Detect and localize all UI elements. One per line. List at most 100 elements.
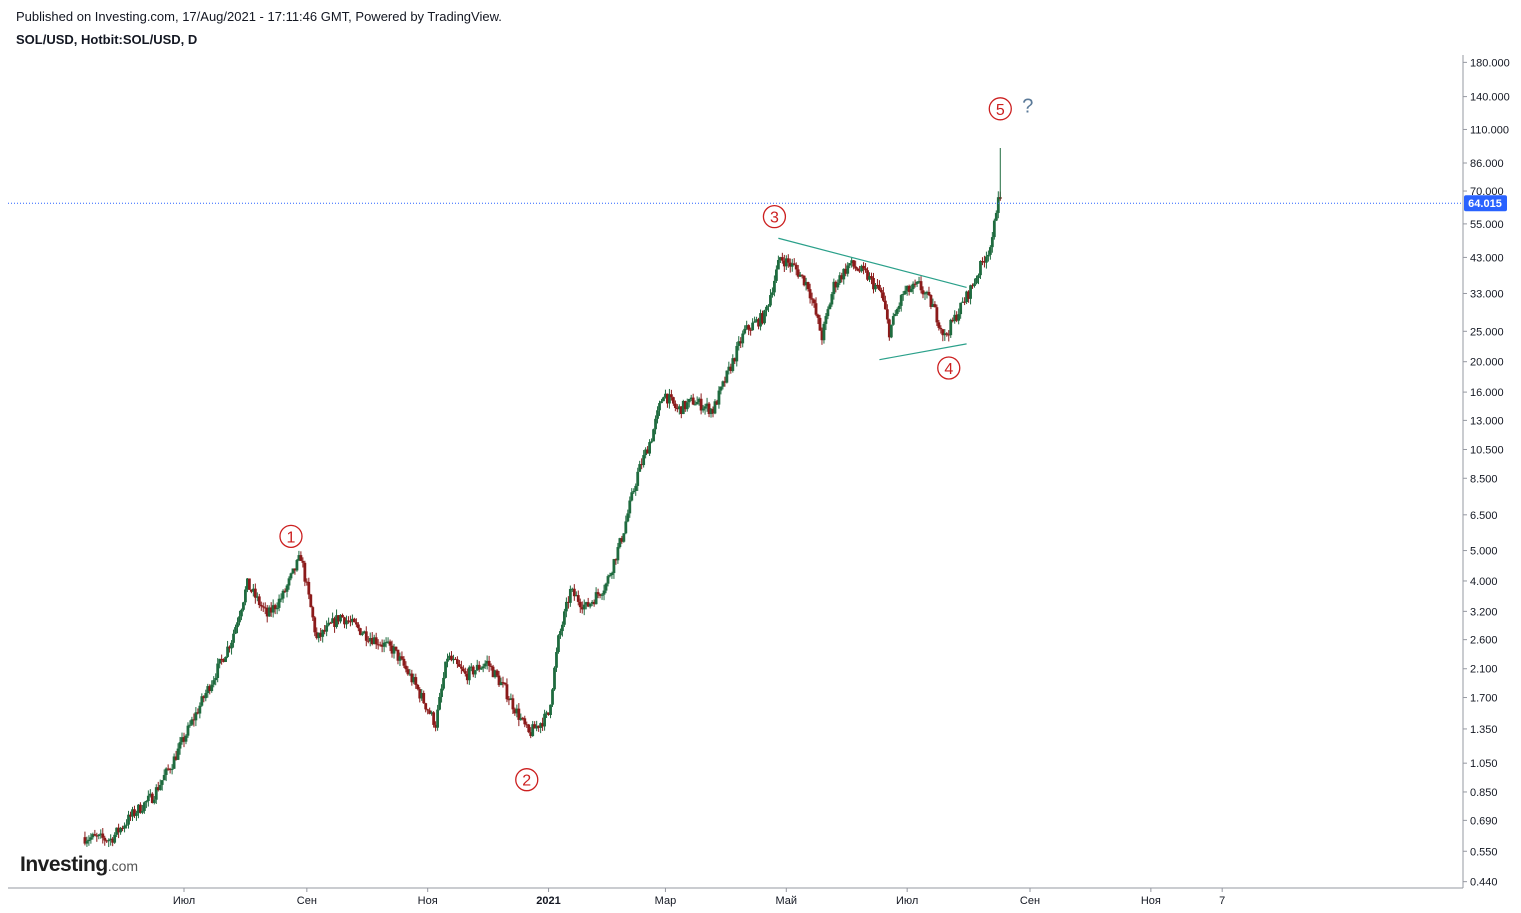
candle-body: [796, 269, 800, 277]
candle-body: [388, 641, 392, 646]
candle-body: [977, 275, 980, 279]
candle-body: [156, 787, 160, 790]
candle-body: [267, 607, 271, 617]
candle-body: [691, 397, 695, 405]
candle-body: [242, 602, 245, 610]
candle-body: [89, 837, 93, 840]
candle-body: [370, 637, 374, 645]
candle-body: [630, 492, 634, 501]
candle-body: [335, 615, 338, 627]
candle-body: [618, 538, 622, 548]
candle-body: [525, 724, 529, 726]
candle-body: [368, 637, 372, 642]
candle-body: [358, 628, 362, 635]
candle-body: [208, 686, 212, 692]
candle-body: [444, 661, 447, 678]
candle-body: [856, 268, 860, 271]
candle-body: [915, 281, 919, 284]
candle-body: [858, 270, 862, 272]
candle-body: [297, 555, 301, 561]
candle-body: [168, 769, 172, 771]
candle-body: [246, 578, 249, 590]
candle-body: [564, 601, 568, 612]
candle-body: [408, 673, 412, 675]
price-tick-label: 6.500: [1470, 510, 1498, 522]
candle-body: [386, 641, 390, 643]
candle-body: [481, 666, 485, 669]
candle-body: [333, 618, 336, 627]
candle-body: [539, 723, 543, 728]
candle-body: [392, 646, 396, 654]
candle-body: [491, 666, 495, 678]
candle-body: [146, 795, 150, 802]
candle-body: [778, 257, 782, 261]
candle-body: [832, 281, 836, 295]
candle-body: [202, 696, 206, 699]
candle-body: [174, 756, 178, 760]
candle-body: [983, 261, 986, 263]
candle-body: [549, 704, 552, 715]
candle-body: [767, 305, 770, 307]
candle-body: [307, 581, 311, 595]
wave-label-4: 4: [944, 361, 953, 378]
candle-body: [148, 793, 152, 796]
candle-body: [176, 748, 180, 760]
candle-body: [753, 321, 757, 323]
candle-body: [897, 305, 901, 309]
candle-body: [422, 692, 426, 704]
candle-body: [701, 408, 705, 411]
candle-body: [628, 500, 632, 514]
candle-body: [782, 260, 786, 267]
candle-body: [511, 698, 515, 710]
candle-body: [969, 285, 972, 299]
candle-body: [763, 310, 766, 324]
candle-body: [265, 607, 269, 617]
candle-body: [351, 618, 354, 622]
candle-body: [456, 659, 459, 665]
candle-body: [101, 833, 105, 838]
candle-body: [996, 197, 1000, 213]
wave-marker-2: [515, 768, 539, 792]
candle-body: [860, 265, 863, 272]
candle-body: [901, 294, 905, 296]
wave-label-1: 1: [287, 529, 296, 546]
candle-body: [277, 598, 281, 608]
candle-body: [880, 289, 883, 293]
candle-body: [160, 780, 164, 785]
candle-body: [87, 839, 91, 842]
candle-body: [489, 665, 493, 667]
candle-body: [979, 261, 982, 276]
candle-body: [222, 659, 226, 662]
candle-body: [941, 329, 945, 336]
candle-body: [287, 578, 291, 586]
candle-body: [144, 801, 148, 803]
candle-body: [127, 814, 130, 825]
candle-body: [820, 330, 824, 341]
candle-body: [903, 290, 907, 295]
candle-body: [634, 485, 638, 491]
candle-body: [194, 712, 198, 721]
candle-body: [846, 265, 850, 274]
candle-body: [800, 274, 804, 276]
candle-body: [269, 607, 273, 613]
candle-body: [228, 646, 231, 649]
candle-body: [505, 684, 509, 700]
candle-body: [711, 408, 715, 414]
time-tick-label: Май: [776, 895, 798, 907]
candle-body: [743, 328, 747, 334]
candle-body: [204, 693, 208, 699]
candle-body: [675, 408, 679, 410]
candle-body: [818, 317, 822, 331]
candle-body: [757, 319, 760, 327]
candle-body: [949, 319, 953, 336]
candle-body: [788, 262, 792, 267]
candle-body: [154, 787, 158, 800]
candle-body: [808, 289, 812, 299]
candle-body: [804, 282, 808, 286]
candle-body: [166, 768, 170, 770]
candle-body: [305, 581, 309, 583]
candle-body: [735, 345, 739, 362]
candle-body: [362, 631, 366, 634]
candle-body: [142, 802, 146, 811]
